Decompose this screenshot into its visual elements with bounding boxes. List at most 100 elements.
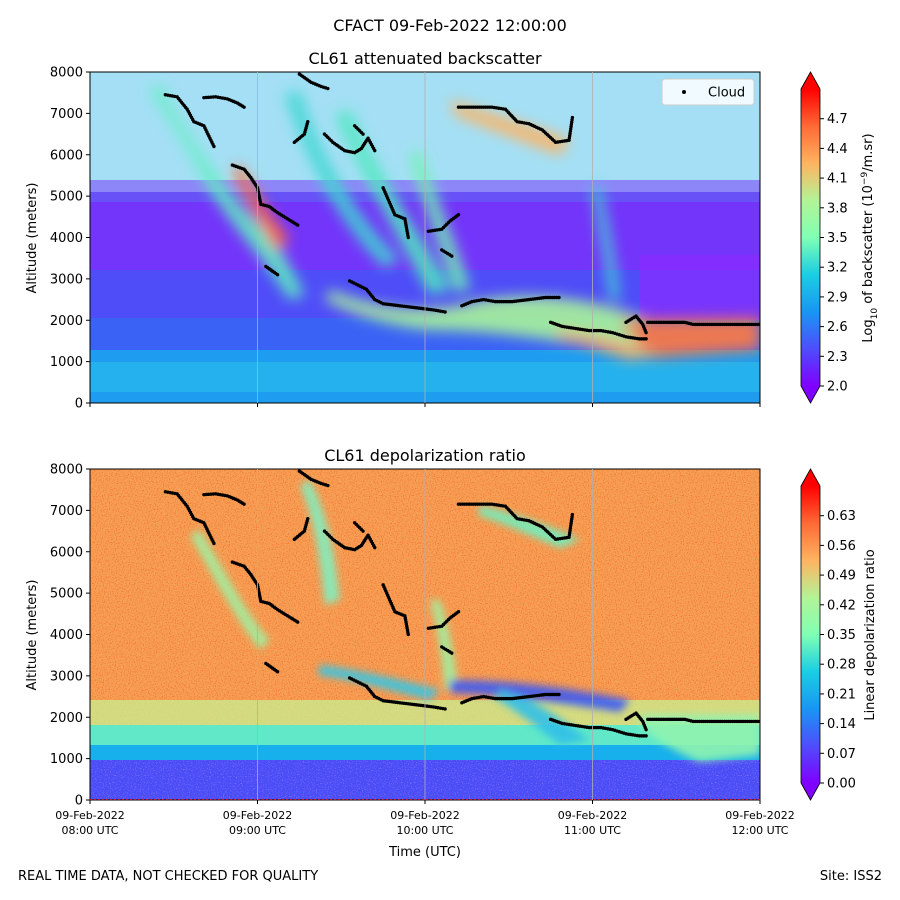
- colorbar-tick-label: 0.35: [827, 628, 856, 643]
- cloud-marker: [443, 707, 447, 711]
- colorbar-tick-label: 2.3: [827, 350, 848, 365]
- panel2-yticks: 0 1000 2000 3000 4000 5000 6000 7000 8000: [50, 463, 90, 809]
- cloud-marker: [326, 483, 330, 488]
- ytick-label: 3000: [50, 272, 83, 287]
- colorbar-tick-label: 3.5: [827, 231, 848, 246]
- depolarization-heatmap: [90, 469, 760, 800]
- colorbar-tick-label: 0.14: [827, 717, 856, 732]
- ytick-label: 2000: [50, 711, 83, 726]
- panel1-xticks: [89, 403, 761, 407]
- cloud-marker: [275, 273, 280, 277]
- cloud-marker: [594, 725, 598, 730]
- cloud-marker: [450, 651, 454, 655]
- figure-title: CFACT 09-Feb-2022 12:00:00: [333, 16, 567, 35]
- colorbar-tick-label: 0.28: [827, 658, 856, 673]
- ytick-label: 8000: [50, 66, 83, 81]
- ytick-label: 3000: [50, 669, 83, 684]
- cloud-marker: [557, 295, 561, 300]
- cloud-marker: [450, 254, 454, 258]
- cloud-marker: [296, 620, 300, 624]
- panel2-gridlines: [257, 469, 593, 800]
- cloud-legend-label: Cloud: [708, 86, 745, 101]
- cloud-marker: [594, 328, 598, 333]
- colorbar-tick-label: 4.4: [827, 142, 848, 157]
- cloud-marker: [373, 148, 377, 153]
- depolarization-colorbar-label: Linear depolarization ratio: [863, 549, 878, 720]
- colorbar-tick-label: 4.7: [827, 112, 848, 127]
- cloud-marker: [212, 144, 216, 149]
- backscatter-colorbar-label: Log10 of backscatter (10−9/m.sr): [860, 133, 880, 342]
- colorbar-tick-label: 0.42: [827, 598, 856, 613]
- cloud-marker: [596, 328, 601, 333]
- cloud-marker: [306, 516, 310, 521]
- cloud-marker: [557, 692, 561, 697]
- cloud-marker: [306, 119, 310, 124]
- cloud-marker: [570, 512, 575, 517]
- xtick-time-label: 11:00 UTC: [564, 824, 621, 837]
- xtick-time-label: 08:00 UTC: [61, 824, 118, 837]
- panel1-ylabel: Altitude (meters): [25, 183, 40, 294]
- cloud-marker: [242, 502, 246, 506]
- ytick-label: 0: [75, 397, 83, 412]
- ytick-label: 5000: [50, 587, 83, 602]
- cloud-legend-marker: [682, 90, 686, 94]
- cloud-marker: [406, 235, 410, 240]
- quality-disclaimer: REAL TIME DATA, NOT CHECKED FOR QUALITY: [18, 869, 319, 884]
- panel2-title: CL61 depolarization ratio: [324, 446, 526, 465]
- ytick-label: 6000: [50, 148, 83, 163]
- ytick-label: 4000: [50, 628, 83, 643]
- cloud-marker: [644, 337, 648, 341]
- cloud-marker: [456, 213, 461, 217]
- colorbar-tick-label: 0.00: [827, 777, 856, 792]
- xtick-date-label: 09-Feb-2022: [558, 809, 627, 822]
- cloud-legend: Cloud: [661, 78, 755, 106]
- ytick-label: 2000: [50, 314, 83, 329]
- ytick-label: 8000: [50, 463, 83, 478]
- panel1-title: CL61 attenuated backscatter: [308, 49, 542, 68]
- cloud-marker: [592, 725, 596, 730]
- panel2-ylabel: Altitude (meters): [25, 580, 40, 691]
- colorbar-tick-label: 0.07: [827, 747, 856, 762]
- depolarization-cloud-markers: [163, 469, 760, 738]
- cloud-marker: [592, 328, 596, 333]
- cloud-marker: [275, 670, 280, 674]
- colorbar-tick-label: 2.0: [827, 380, 848, 395]
- cloud-marker: [644, 330, 648, 335]
- ytick-label: 1000: [50, 752, 83, 767]
- cloud-marker: [644, 727, 648, 732]
- panel1-gridlines: [257, 72, 593, 403]
- ytick-label: 0: [75, 794, 83, 809]
- cloud-marker: [456, 610, 461, 614]
- colorbar-tick-label: 3.2: [827, 261, 848, 276]
- cloud-marker: [596, 725, 601, 730]
- colorbar-tick-label: 0.63: [827, 509, 856, 524]
- ytick-label: 7000: [50, 107, 83, 122]
- xtick-date-label: 09-Feb-2022: [725, 809, 794, 822]
- xtick-time-label: 09:00 UTC: [229, 824, 286, 837]
- ytick-label: 6000: [50, 545, 83, 560]
- ytick-label: 1000: [50, 355, 83, 370]
- colorbar-tick-label: 0.56: [827, 539, 856, 554]
- cloud-marker: [587, 725, 591, 730]
- cloud-marker: [406, 632, 410, 637]
- ytick-label: 5000: [50, 190, 83, 205]
- colorbar-tick-label: 0.21: [827, 687, 856, 702]
- backscatter-heatmap: [90, 72, 760, 403]
- cloud-marker: [361, 529, 365, 533]
- cloud-marker: [443, 310, 447, 314]
- xtick-time-label: 10:00 UTC: [396, 824, 453, 837]
- ytick-label: 4000: [50, 231, 83, 246]
- colorbar-tick-label: 3.8: [827, 201, 848, 216]
- cloud-marker: [326, 86, 330, 91]
- panel2-xticks: 09-Feb-2022 08:00 UTC 09-Feb-2022 09:00 UTC…: [55, 800, 795, 837]
- cloud-marker: [212, 541, 216, 546]
- x-axis-label: Time (UTC): [388, 845, 461, 860]
- backscatter-cloud-markers: [163, 72, 760, 341]
- xtick-date-label: 09-Feb-2022: [55, 809, 124, 822]
- cloud-marker: [242, 105, 246, 109]
- site-label: Site: ISS2: [819, 869, 882, 884]
- colorbar-tick-label: 2.6: [827, 320, 848, 335]
- cloud-marker: [296, 223, 300, 227]
- cloud-marker: [644, 734, 648, 738]
